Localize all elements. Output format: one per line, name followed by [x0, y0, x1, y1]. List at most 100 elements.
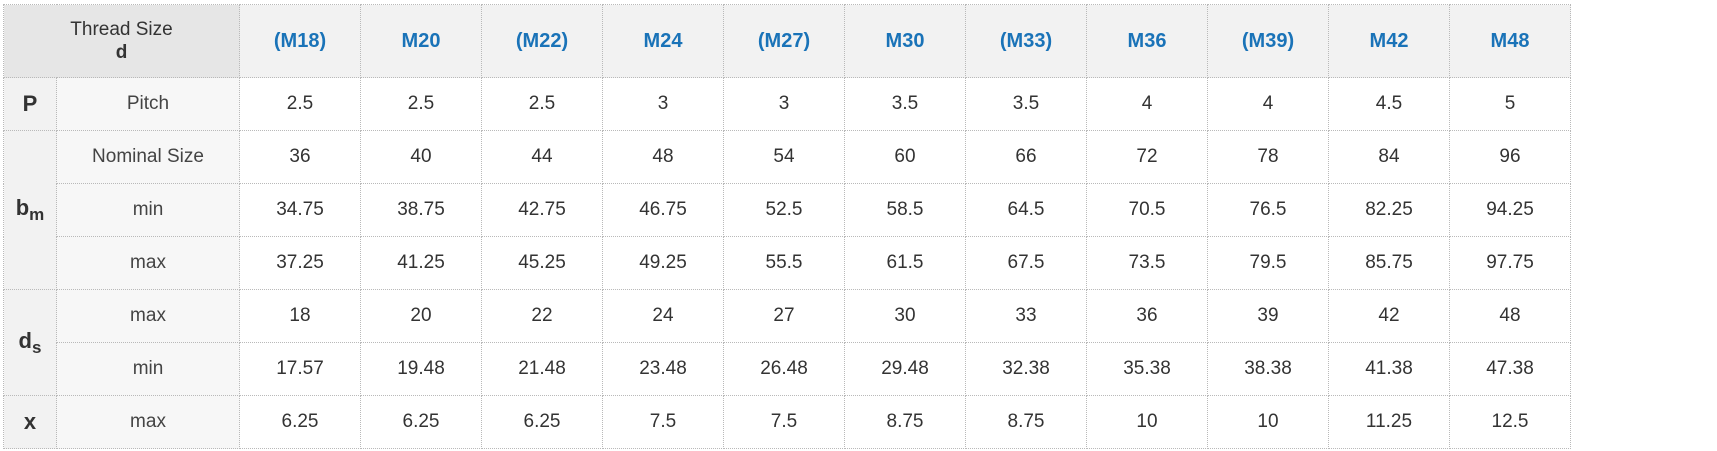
value-cell: 48 [602, 130, 724, 184]
value-cell: 10 [1207, 395, 1329, 449]
parameter-symbol-letter: x [23, 409, 37, 434]
value-cell: 38.38 [1207, 342, 1329, 396]
value-cell: 84 [1328, 130, 1450, 184]
value-cell: 78 [1207, 130, 1329, 184]
size-header-cell[interactable]: (M22) [481, 4, 603, 78]
value-cell: 46.75 [602, 183, 724, 237]
value-cell: 36 [239, 130, 361, 184]
table-row: ds max 18 20 22 24 27 30 33 36 39 42 48 [3, 289, 1571, 396]
size-header-cell[interactable]: (M27) [723, 4, 845, 78]
value-cell: 22 [481, 289, 603, 343]
size-header-cell[interactable]: M24 [602, 4, 724, 78]
value-cell: 23.48 [602, 342, 724, 396]
value-cell: 24 [602, 289, 724, 343]
parameter-symbol-subscript: m [29, 205, 45, 224]
value-cell: 79.5 [1207, 236, 1329, 290]
value-cell: 27 [723, 289, 845, 343]
value-cell: 70.5 [1086, 183, 1208, 237]
value-cell: 3.5 [844, 77, 966, 131]
thread-size-symbol: d [115, 42, 128, 63]
value-cell: 2.5 [239, 77, 361, 131]
value-cell: 20 [360, 289, 482, 343]
size-header-cell[interactable]: M20 [360, 4, 482, 78]
value-cell: 3.5 [965, 77, 1087, 131]
value-cell: 42.75 [481, 183, 603, 237]
value-cell: 26.48 [723, 342, 845, 396]
value-cell: 5 [1449, 77, 1571, 131]
table-row: min 17.57 19.48 21.48 23.48 26.48 29.48 32.38 35… [4, 342, 1571, 396]
value-cell: 52.5 [723, 183, 845, 237]
parameter-symbol: x [3, 395, 57, 449]
parameter-symbol-subscript: s [31, 337, 42, 357]
value-cell: 61.5 [844, 236, 966, 290]
value-cell: 67.5 [965, 236, 1087, 290]
value-cell: 76.5 [1207, 183, 1329, 237]
table-row: P Pitch 2.5 2.5 2.5 3 3 3.5 3.5 4 4 4.5 5 [3, 77, 1571, 131]
value-cell: 2.5 [481, 77, 603, 131]
value-cell: 60 [844, 130, 966, 184]
value-cell: 54 [723, 130, 845, 184]
value-cell: 96 [1449, 130, 1571, 184]
row-label: Nominal Size [56, 130, 240, 184]
value-cell: 94.25 [1449, 183, 1571, 237]
value-cell: 73.5 [1086, 236, 1208, 290]
value-cell: 21.48 [481, 342, 603, 396]
parameter-symbol: bm [3, 130, 57, 290]
value-cell: 34.75 [239, 183, 361, 237]
value-cell: 4 [1207, 77, 1329, 131]
value-cell: 64.5 [965, 183, 1087, 237]
value-cell: 58.5 [844, 183, 966, 237]
value-cell: 12.5 [1449, 395, 1571, 449]
value-cell: 47.38 [1449, 342, 1571, 396]
value-cell: 6.25 [360, 395, 482, 449]
value-cell: 41.25 [360, 236, 482, 290]
value-cell: 7.5 [602, 395, 724, 449]
value-cell: 40 [360, 130, 482, 184]
value-cell: 82.25 [1328, 183, 1450, 237]
value-cell: 29.48 [844, 342, 966, 396]
row-label: min [56, 183, 240, 237]
size-header-cell[interactable]: M36 [1086, 4, 1208, 78]
value-cell: 38.75 [360, 183, 482, 237]
value-cell: 39 [1207, 289, 1329, 343]
value-cell: 3 [723, 77, 845, 131]
value-cell: 4.5 [1328, 77, 1450, 131]
value-cell: 2.5 [360, 77, 482, 131]
value-cell: 4 [1086, 77, 1208, 131]
value-cell: 10 [1086, 395, 1208, 449]
value-cell: 30 [844, 289, 966, 343]
value-cell: 45.25 [481, 236, 603, 290]
value-cell: 17.57 [239, 342, 361, 396]
value-cell: 48 [1449, 289, 1571, 343]
size-header-cell[interactable]: M42 [1328, 4, 1450, 78]
value-cell: 8.75 [844, 395, 966, 449]
parameter-symbol: P [3, 77, 57, 131]
value-cell: 55.5 [723, 236, 845, 290]
value-cell: 36 [1086, 289, 1208, 343]
size-header-cell[interactable]: (M39) [1207, 4, 1329, 78]
value-cell: 19.48 [360, 342, 482, 396]
value-cell: 37.25 [239, 236, 361, 290]
value-cell: 3 [602, 77, 724, 131]
table-row: bm Nominal Size 36 40 44 48 54 60 66 72 78 84 96 [3, 130, 1571, 290]
size-header-cell[interactable]: M48 [1449, 4, 1571, 78]
thread-size-label: Thread Size [70, 19, 173, 40]
value-cell: 8.75 [965, 395, 1087, 449]
size-header-cell[interactable]: (M33) [965, 4, 1087, 78]
table-row: max 37.25 41.25 45.25 49.25 55.5 61.5 67.5 73.5 7… [4, 236, 1571, 290]
parameter-symbol-letter: d [18, 327, 32, 353]
value-cell: 18 [239, 289, 361, 343]
value-cell: 11.25 [1328, 395, 1450, 449]
value-cell: 35.38 [1086, 342, 1208, 396]
value-cell: 32.38 [965, 342, 1087, 396]
value-cell: 6.25 [481, 395, 603, 449]
value-cell: 97.75 [1449, 236, 1571, 290]
thread-size-header: Thread Size d [3, 4, 240, 78]
table-body: P Pitch 2.5 2.5 2.5 3 3 3.5 3.5 4 4 4.5 5 bm Nominal S… [3, 77, 1571, 449]
parameter-symbol-letter: b [15, 195, 30, 220]
value-cell: 85.75 [1328, 236, 1450, 290]
dimension-table-container: Thread Size d (M18) M20 (M22) M24 (M27) … [3, 4, 1571, 449]
size-header-cell[interactable]: M30 [844, 4, 966, 78]
row-label: Pitch [56, 77, 240, 131]
size-header-cell[interactable]: (M18) [239, 4, 361, 78]
